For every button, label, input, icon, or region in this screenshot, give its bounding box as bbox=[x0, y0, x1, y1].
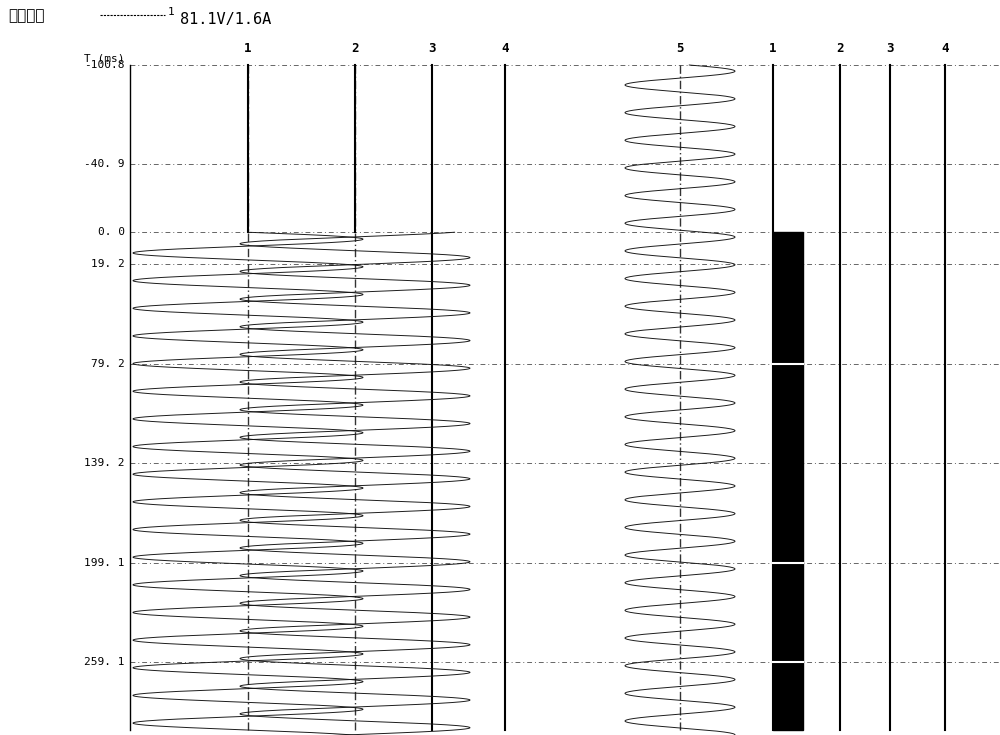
Text: 1: 1 bbox=[769, 42, 777, 55]
Text: 4: 4 bbox=[941, 42, 949, 55]
Text: 1: 1 bbox=[244, 42, 252, 55]
Text: 测量稼：: 测量稼： bbox=[8, 8, 44, 23]
Text: 5: 5 bbox=[676, 42, 684, 55]
Text: -40. 9: -40. 9 bbox=[84, 159, 125, 169]
Text: 19. 2: 19. 2 bbox=[91, 259, 125, 269]
Text: 2: 2 bbox=[351, 42, 359, 55]
Text: 199. 1: 199. 1 bbox=[84, 558, 125, 567]
Text: 4: 4 bbox=[501, 42, 509, 55]
Text: -100.8: -100.8 bbox=[84, 60, 125, 70]
Text: 259. 1: 259. 1 bbox=[84, 657, 125, 667]
Text: T (ms): T (ms) bbox=[84, 53, 125, 63]
Text: 81.1V/1.6A: 81.1V/1.6A bbox=[180, 12, 271, 27]
Text: 3: 3 bbox=[886, 42, 894, 55]
Text: 139. 2: 139. 2 bbox=[84, 458, 125, 468]
Text: 3: 3 bbox=[428, 42, 436, 55]
Text: 0. 0: 0. 0 bbox=[98, 227, 125, 237]
Bar bbox=[773, 232, 803, 730]
Text: 1: 1 bbox=[168, 7, 175, 17]
Text: 79. 2: 79. 2 bbox=[91, 359, 125, 369]
Text: 2: 2 bbox=[836, 42, 844, 55]
